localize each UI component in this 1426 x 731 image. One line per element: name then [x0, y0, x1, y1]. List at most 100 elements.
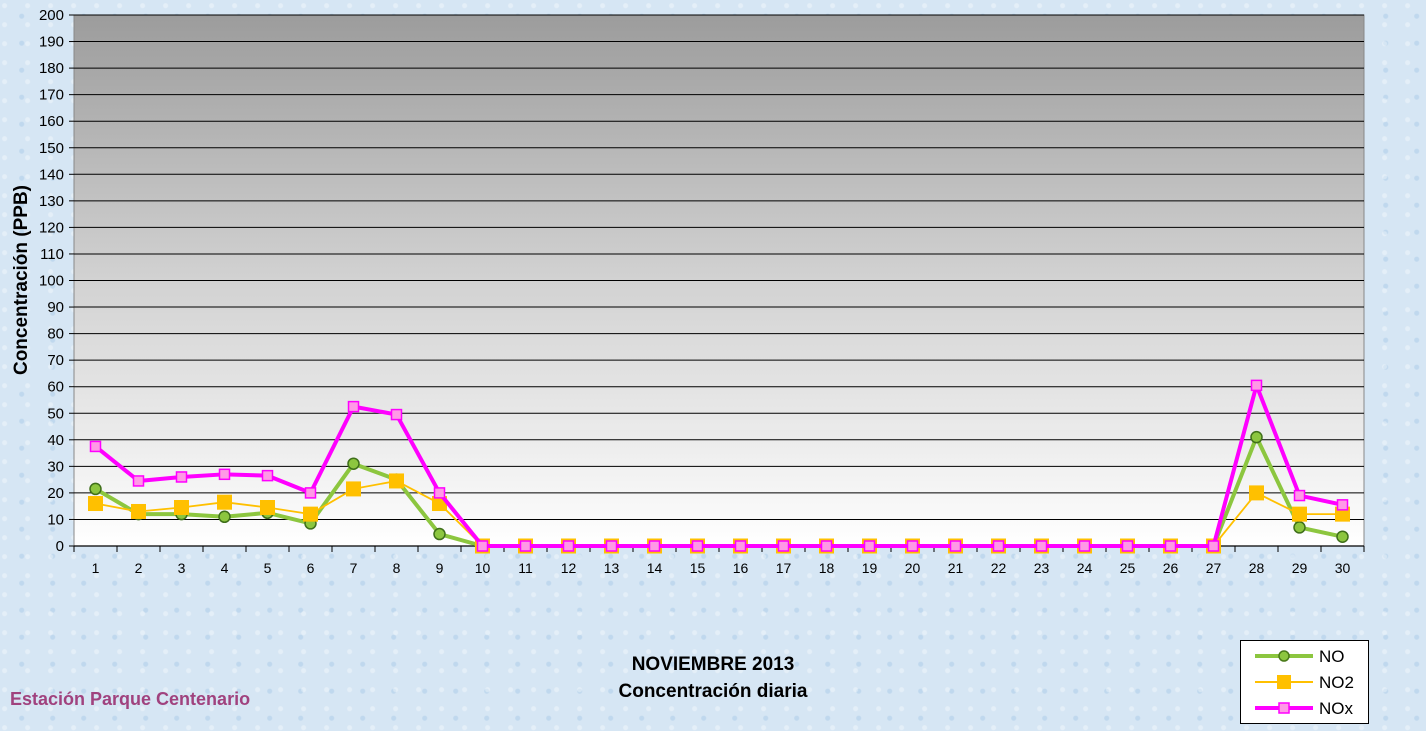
x-tick-label: 29 — [1292, 560, 1308, 576]
data-point-no2 — [389, 473, 404, 489]
y-tick-label: 70 — [47, 352, 64, 369]
legend-item-no: NO — [1251, 645, 1369, 667]
x-tick-label: 15 — [690, 560, 706, 576]
data-point-no2 — [346, 481, 361, 497]
x-tick-label: 27 — [1206, 560, 1222, 576]
y-axis-label: Concentración (PPB) — [11, 185, 32, 375]
data-point-no2 — [1249, 485, 1264, 501]
y-tick-label: 150 — [39, 140, 64, 157]
data-point-no2 — [174, 500, 189, 516]
data-point-nox — [1078, 540, 1091, 552]
legend-label-nox: NOx — [1319, 699, 1353, 718]
data-point-nox — [132, 475, 145, 487]
legend: NO NO2 NOx — [1240, 640, 1369, 724]
data-point-no — [1250, 430, 1263, 444]
data-point-no — [89, 482, 102, 496]
legend-marker-no2 — [1255, 675, 1313, 689]
data-point-nox — [992, 540, 1005, 552]
y-tick-label: 30 — [47, 458, 64, 475]
y-tick-label: 90 — [47, 299, 64, 316]
x-tick-label: 28 — [1249, 560, 1265, 576]
data-point-nox — [1121, 540, 1134, 552]
x-tick-label: 19 — [862, 560, 878, 576]
x-tick-label: 1 — [92, 560, 100, 576]
data-point-no — [218, 510, 231, 524]
data-point-nox — [1164, 540, 1177, 552]
data-point-nox — [906, 540, 919, 552]
y-tick-label: 0 — [56, 538, 64, 555]
data-point-nox — [648, 540, 661, 552]
x-tick-label: 6 — [307, 560, 315, 576]
data-point-no2 — [88, 496, 103, 512]
data-point-no — [433, 527, 446, 541]
data-point-no2 — [260, 500, 275, 516]
data-point-no2 — [131, 503, 146, 519]
x-tick-label: 7 — [350, 560, 358, 576]
legend-marker-nox — [1255, 702, 1313, 714]
x-tick-label: 16 — [733, 560, 749, 576]
data-point-nox — [949, 540, 962, 552]
data-point-nox — [519, 540, 532, 552]
legend-label-no2: NO2 — [1319, 673, 1354, 692]
data-point-nox — [476, 540, 489, 552]
data-point-nox — [89, 440, 102, 453]
data-point-nox — [390, 408, 403, 421]
chart-title: NOVIEMBRE 2013 — [631, 654, 795, 675]
data-point-nox — [1250, 379, 1263, 392]
x-tick-label: 10 — [475, 560, 491, 576]
x-tick-label: 3 — [178, 560, 186, 576]
data-point-no — [1336, 530, 1349, 543]
data-point-nox — [777, 540, 790, 552]
x-tick-label: 14 — [647, 560, 663, 576]
x-tick-label: 5 — [264, 560, 272, 576]
series-line-nox — [94, 383, 1343, 548]
y-tick-label: 110 — [40, 246, 64, 263]
data-point-nox — [734, 540, 747, 552]
data-point-nox — [1336, 499, 1349, 511]
x-tick-label: 24 — [1077, 560, 1093, 576]
data-point-no — [1293, 521, 1306, 534]
data-point-no — [347, 457, 360, 470]
data-point-nox — [1293, 489, 1306, 502]
x-tick-label: 8 — [393, 560, 401, 576]
chart-subtitle: Concentración diaria — [618, 681, 808, 702]
x-tick-label: 17 — [776, 560, 792, 576]
legend-marker-no — [1255, 650, 1313, 662]
data-point-nox — [218, 468, 231, 481]
x-tick-label: 26 — [1163, 560, 1179, 576]
data-point-nox — [1207, 540, 1220, 552]
x-tick-label: 30 — [1335, 560, 1351, 576]
x-tick-label: 4 — [221, 560, 229, 576]
x-tick-label: 23 — [1034, 560, 1050, 576]
data-point-nox — [261, 469, 274, 482]
x-tick-label: 2 — [135, 560, 143, 576]
y-tick-label: 80 — [47, 326, 64, 343]
y-tick-label: 100 — [39, 273, 64, 290]
y-tick-label: 50 — [47, 405, 64, 422]
y-tick-label: 120 — [39, 219, 64, 236]
x-tick-label: 22 — [991, 560, 1007, 576]
x-tick-label: 9 — [436, 560, 444, 576]
data-point-nox — [605, 540, 618, 552]
y-tick-label: 40 — [47, 432, 64, 449]
data-point-no2 — [217, 494, 232, 510]
data-point-nox — [304, 487, 317, 499]
data-point-nox — [562, 540, 575, 552]
x-tick-label: 13 — [604, 560, 620, 576]
data-point-nox — [863, 540, 876, 552]
x-tick-label: 18 — [819, 560, 835, 576]
y-axis-ticks: 0 10 20 30 40 50 60 70 80 90 100 110 120 130 140 150 160… — [39, 7, 74, 555]
y-tick-label: 160 — [39, 113, 64, 130]
y-tick-label: 170 — [39, 87, 64, 104]
data-point-nox — [347, 400, 360, 413]
series — [88, 379, 1350, 554]
data-point-nox — [1035, 540, 1048, 552]
data-point-nox — [175, 471, 188, 483]
data-point-no2 — [303, 506, 318, 522]
data-point-nox — [691, 540, 704, 552]
x-tick-label: 11 — [518, 560, 533, 576]
y-tick-label: 130 — [39, 193, 64, 210]
legend-item-nox: NOx — [1251, 697, 1369, 719]
x-tick-label: 20 — [905, 560, 921, 576]
